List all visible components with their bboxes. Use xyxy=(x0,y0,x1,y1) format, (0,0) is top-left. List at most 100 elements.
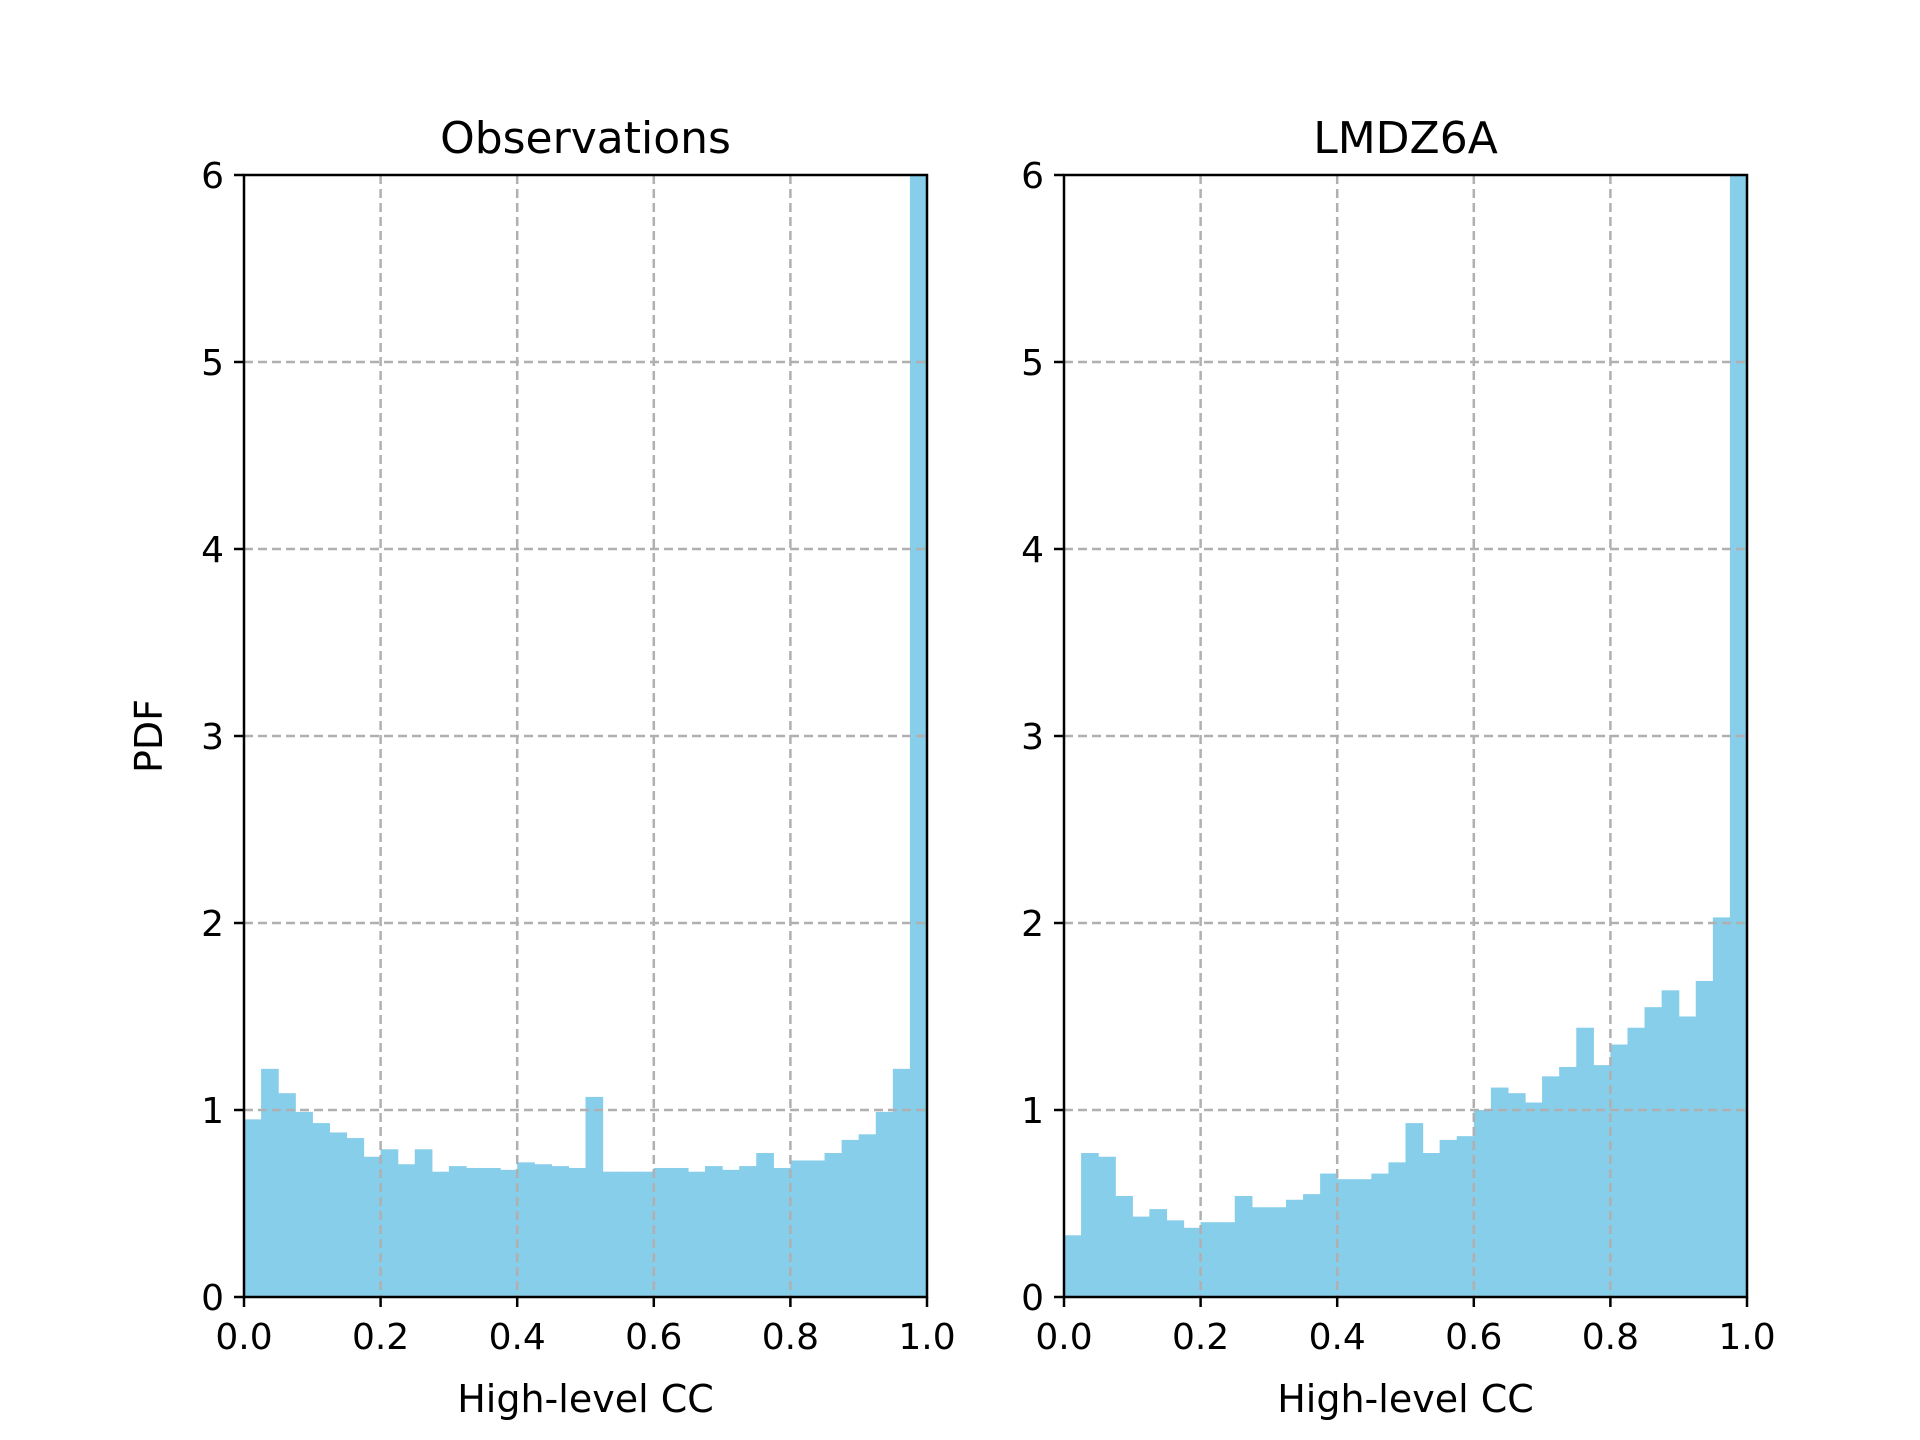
bar-lmdz6a-14 xyxy=(1303,1194,1321,1297)
bar-lmdz6a-3 xyxy=(1115,1196,1133,1297)
bar-lmdz6a-29 xyxy=(1559,1066,1577,1297)
x-tick-label-lmdz6a-3: 0.6 xyxy=(1445,1317,1502,1358)
y-tick-label-lmdz6a-2: 2 xyxy=(1021,904,1044,945)
bar-lmdz6a-15 xyxy=(1320,1173,1338,1297)
bar-lmdz6a-24 xyxy=(1473,1110,1492,1297)
panel-lmdz6a: 0.0 0.2 0.4 0.6 0.8 1.0 0 1 2 3 4 5 6 LMDZ6A High-l… xyxy=(1021,113,1776,1421)
bar-lmdz6a-0 xyxy=(1064,1235,1082,1297)
bar-observations-21 xyxy=(602,1171,621,1297)
x-tick-label-lmdz6a-1: 0.2 xyxy=(1172,1317,1229,1358)
bar-lmdz6a-5 xyxy=(1149,1209,1168,1297)
bar-observations-25 xyxy=(670,1167,689,1297)
bar-observations-4 xyxy=(312,1123,330,1297)
bar-observations-8 xyxy=(380,1149,399,1297)
y-tick-label-observations-1: 1 xyxy=(201,1091,224,1132)
panel-title-lmdz6a: LMDZ6A xyxy=(1313,113,1498,164)
bar-observations-12 xyxy=(448,1166,467,1297)
bar-observations-5 xyxy=(329,1132,348,1297)
bar-lmdz6a-20 xyxy=(1405,1123,1424,1297)
bar-lmdz6a-10 xyxy=(1234,1196,1253,1297)
bar-lmdz6a-22 xyxy=(1439,1139,1458,1297)
gridlines-lmdz6a xyxy=(1064,175,1747,1297)
bar-lmdz6a-1 xyxy=(1081,1153,1099,1297)
bar-observations-20 xyxy=(585,1096,604,1297)
bar-lmdz6a-25 xyxy=(1490,1087,1509,1297)
bar-lmdz6a-36 xyxy=(1678,1016,1697,1297)
bar-lmdz6a-7 xyxy=(1183,1227,1202,1297)
bar-observations-36 xyxy=(858,1134,877,1297)
bar-observations-30 xyxy=(756,1153,774,1297)
y-ticks-observations: 0 1 2 3 4 5 6 xyxy=(201,156,244,1319)
bar-observations-34 xyxy=(824,1153,843,1297)
bar-lmdz6a-38 xyxy=(1712,917,1731,1297)
y-tick-label-observations-0: 0 xyxy=(201,1278,224,1319)
bar-observations-29 xyxy=(739,1166,757,1297)
bar-lmdz6a-13 xyxy=(1285,1199,1304,1297)
y-tick-label-observations-5: 5 xyxy=(201,343,224,384)
x-tick-label-observations-3: 0.6 xyxy=(625,1317,682,1358)
bar-observations-33 xyxy=(807,1160,826,1297)
bar-observations-31 xyxy=(773,1167,791,1297)
gridlines-observations xyxy=(244,175,927,1297)
bar-observations-2 xyxy=(278,1093,296,1297)
bar-observations-22 xyxy=(619,1171,638,1297)
bar-observations-28 xyxy=(722,1169,740,1297)
y-tick-label-lmdz6a-3: 3 xyxy=(1021,717,1044,758)
bar-lmdz6a-27 xyxy=(1525,1102,1543,1297)
x-tick-label-lmdz6a-2: 0.4 xyxy=(1309,1317,1366,1358)
y-tick-label-lmdz6a-5: 5 xyxy=(1021,343,1044,384)
y-axis-label-observations: PDF xyxy=(127,699,171,773)
x-tick-label-observations-0: 0.0 xyxy=(215,1317,272,1358)
bar-lmdz6a-23 xyxy=(1456,1136,1475,1297)
bar-lmdz6a-8 xyxy=(1200,1222,1219,1297)
bar-lmdz6a-17 xyxy=(1354,1179,1372,1297)
y-tick-label-lmdz6a-1: 1 xyxy=(1021,1091,1044,1132)
x-tick-label-lmdz6a-0: 0.0 xyxy=(1035,1317,1092,1358)
bar-lmdz6a-30 xyxy=(1576,1027,1594,1297)
bar-observations-15 xyxy=(500,1169,518,1297)
x-ticks-observations: 0.0 0.2 0.4 0.6 0.8 1.0 xyxy=(215,1297,956,1358)
x-tick-label-lmdz6a-4: 0.8 xyxy=(1582,1317,1639,1358)
bar-observations-19 xyxy=(568,1167,587,1297)
bar-lmdz6a-2 xyxy=(1098,1156,1116,1297)
bar-observations-35 xyxy=(841,1139,860,1297)
x-axis-label-lmdz6a: High-level CC xyxy=(1277,1377,1534,1421)
bar-lmdz6a-11 xyxy=(1251,1207,1270,1297)
bar-observations-16 xyxy=(517,1162,535,1297)
x-axis-label-observations: High-level CC xyxy=(457,1377,714,1421)
histogram-bars-lmdz6a xyxy=(1064,175,1748,1297)
bar-lmdz6a-34 xyxy=(1644,1007,1663,1297)
y-tick-label-observations-6: 6 xyxy=(201,156,224,197)
y-ticks-lmdz6a: 0 1 2 3 4 5 6 xyxy=(1021,156,1064,1319)
bar-lmdz6a-6 xyxy=(1166,1220,1185,1297)
bar-observations-7 xyxy=(363,1156,382,1297)
y-tick-label-observations-3: 3 xyxy=(201,717,224,758)
bar-lmdz6a-33 xyxy=(1627,1027,1646,1297)
panel-title-observations: Observations xyxy=(440,113,731,164)
x-tick-label-observations-5: 1.0 xyxy=(898,1317,955,1358)
x-tick-label-observations-2: 0.4 xyxy=(489,1317,546,1358)
y-tick-label-observations-4: 4 xyxy=(201,530,224,571)
bar-observations-6 xyxy=(346,1138,365,1297)
bar-observations-23 xyxy=(636,1171,655,1297)
bar-observations-3 xyxy=(295,1111,313,1297)
bar-lmdz6a-4 xyxy=(1132,1216,1150,1297)
x-tick-label-observations-4: 0.8 xyxy=(762,1317,819,1358)
bar-lmdz6a-26 xyxy=(1507,1093,1526,1297)
bar-observations-38 xyxy=(892,1068,911,1297)
x-ticks-lmdz6a: 0.0 0.2 0.4 0.6 0.8 1.0 xyxy=(1035,1297,1776,1358)
bar-observations-13 xyxy=(465,1167,484,1297)
bar-observations-17 xyxy=(534,1164,552,1297)
bar-observations-27 xyxy=(705,1166,723,1297)
bar-lmdz6a-16 xyxy=(1337,1179,1355,1297)
bar-observations-11 xyxy=(431,1171,450,1297)
bar-observations-32 xyxy=(790,1160,809,1297)
bar-lmdz6a-37 xyxy=(1695,980,1714,1297)
bar-lmdz6a-9 xyxy=(1217,1222,1236,1297)
bar-lmdz6a-32 xyxy=(1610,1044,1629,1297)
y-tick-label-lmdz6a-6: 6 xyxy=(1021,156,1044,197)
bar-lmdz6a-18 xyxy=(1371,1173,1390,1297)
bar-lmdz6a-12 xyxy=(1268,1207,1287,1297)
